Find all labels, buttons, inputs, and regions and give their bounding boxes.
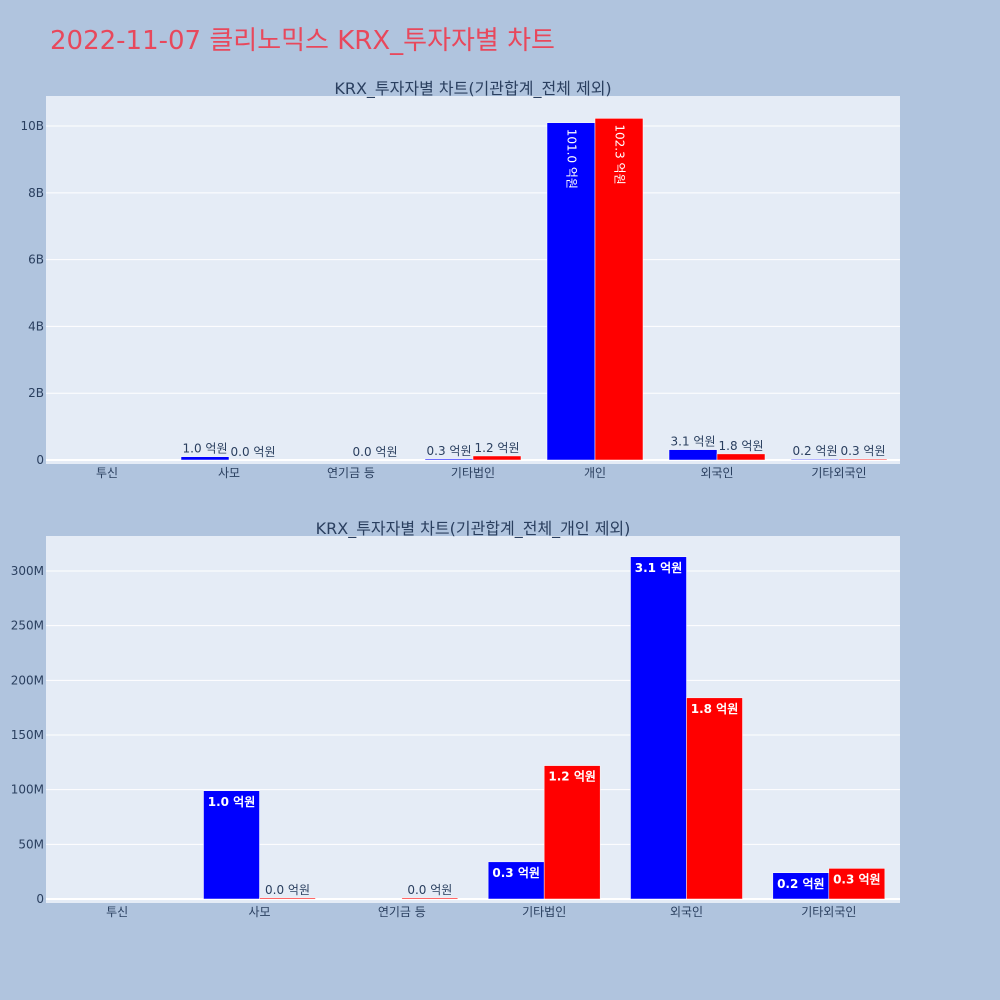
x-tick-label: 기타법인 [451,466,495,480]
plot-area [46,536,900,903]
y-tick-label: 2B [28,386,44,400]
bar-label: 101.0 억원 [565,129,579,189]
bar [790,458,840,461]
bar [487,861,545,900]
bar-label: 1.8 억원 [691,702,739,716]
page-title: 2022-11-07 클리노믹스 KRX_투자자별 차트 [50,26,555,56]
bar-label: 3.1 억원 [671,435,716,449]
bar [716,453,766,461]
bar [180,456,230,461]
y-tick-label: 8B [28,186,44,200]
bar-label: 0.3 억원 [492,866,540,880]
bar-label: 0.2 억원 [777,877,825,891]
chart-title: KRX_투자자별 차트(기관합계_전체 제외) [334,79,611,99]
bar-label: 0.2 억원 [793,444,838,458]
y-tick-label: 300M [11,564,44,578]
x-tick-label: 투신 [106,905,128,919]
bar [668,449,718,461]
bar [594,118,644,461]
bar [546,122,596,461]
chart-title: KRX_투자자별 차트(기관합계_전체_개인 제외) [316,519,631,539]
y-tick-label: 0 [36,453,44,467]
x-tick-label: 개인 [584,466,606,480]
x-tick-label: 기타외국인 [811,466,866,480]
x-tick-label: 연기금 등 [378,905,426,919]
bar-label: 0.3 억원 [427,444,472,458]
y-tick-label: 6B [28,253,44,267]
bar [543,765,601,900]
x-tick-label: 투신 [96,466,118,480]
y-tick-label: 150M [11,728,44,742]
bar-label: 0.0 억원 [353,445,398,459]
bar-label: 1.2 억원 [548,770,596,784]
y-tick-label: 100M [11,783,44,797]
bar [401,897,459,900]
bar-label: 3.1 억원 [635,561,683,575]
bar-label: 0.0 억원 [231,445,276,459]
x-tick-label: 외국인 [670,905,703,919]
x-tick-label: 기타법인 [522,905,566,919]
bar [686,697,743,900]
bar-label: 0.0 억원 [265,883,310,897]
x-tick-label: 사모 [248,905,270,919]
x-tick-label: 사모 [218,466,240,480]
bar-label: 0.3 억원 [841,444,886,458]
bar-label: 0.3 억원 [833,872,881,886]
bar [828,868,886,900]
bar-label: 1.0 억원 [208,795,256,809]
y-tick-label: 0 [36,892,44,906]
bar [424,458,474,461]
plot-area [46,96,900,464]
bar [472,455,522,461]
x-tick-label: 연기금 등 [327,466,375,480]
bar [838,458,888,461]
y-tick-label: 50M [18,837,44,851]
x-tick-label: 기타외국인 [801,905,856,919]
y-tick-label: 10B [20,119,44,133]
bar [259,897,316,900]
bar-label: 1.8 억원 [719,439,764,453]
bar-label: 1.2 억원 [475,441,520,455]
y-tick-label: 200M [11,673,44,687]
y-tick-label: 250M [11,619,44,633]
bar [630,556,687,900]
x-tick-label: 외국인 [700,466,733,480]
bar-label: 102.3 억원 [613,124,627,184]
bar-label: 1.0 억원 [183,442,228,456]
bar [203,790,260,900]
bar-label: 0.0 억원 [407,883,452,897]
y-tick-label: 4B [28,319,44,333]
bar [772,872,830,900]
